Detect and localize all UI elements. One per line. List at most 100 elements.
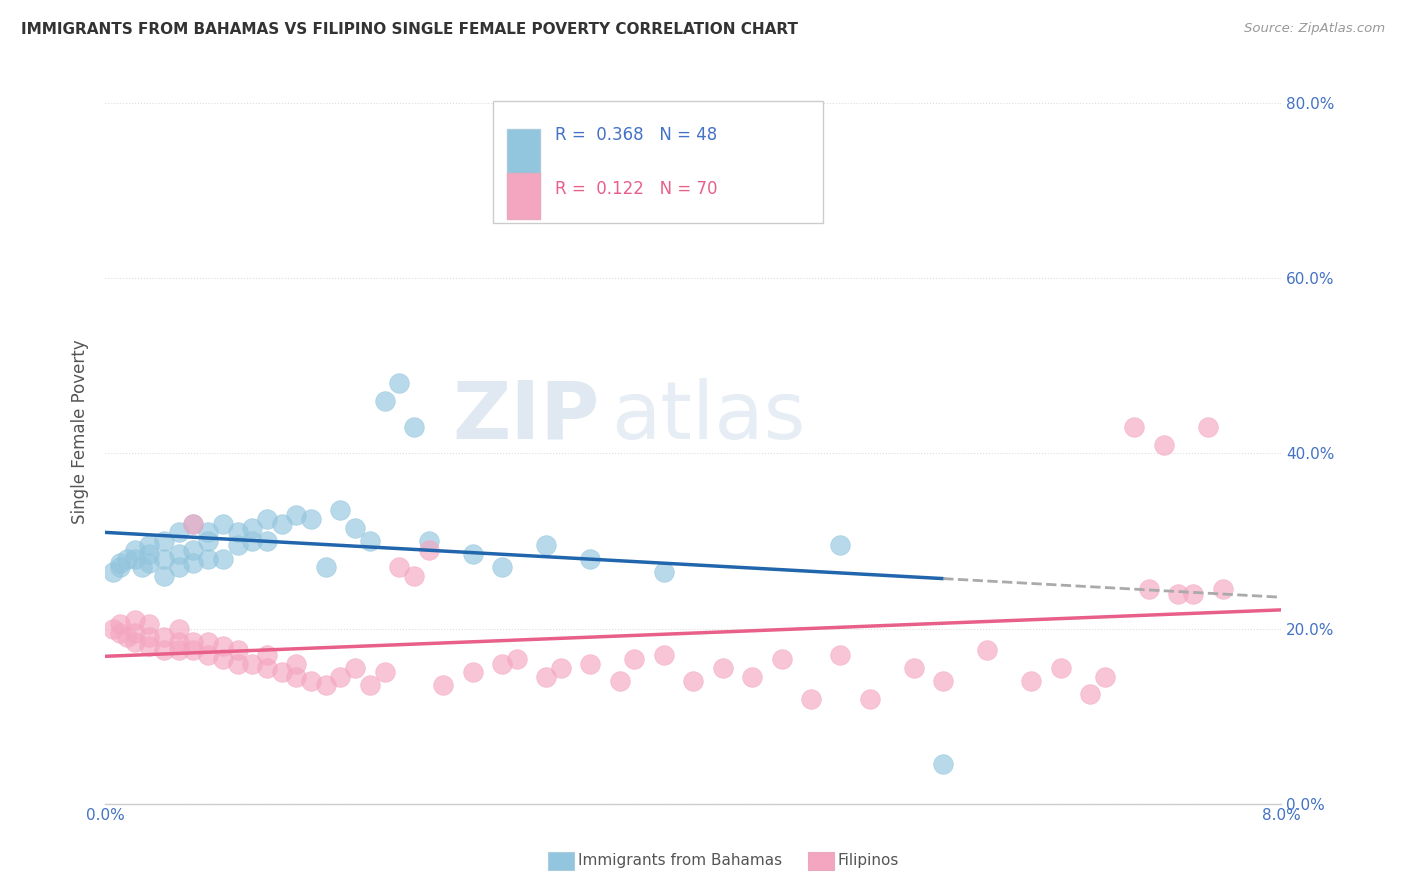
Point <box>167 547 190 561</box>
Point <box>491 560 513 574</box>
Point <box>153 643 176 657</box>
Point <box>461 665 484 680</box>
Point <box>1021 674 1043 689</box>
FancyBboxPatch shape <box>494 101 823 223</box>
Point <box>1182 586 1205 600</box>
Point <box>315 678 337 692</box>
Point <box>388 376 411 391</box>
Point <box>197 525 219 540</box>
Point <box>329 670 352 684</box>
Point <box>359 534 381 549</box>
Point <box>124 613 146 627</box>
Point <box>770 652 793 666</box>
Point <box>183 634 205 648</box>
FancyBboxPatch shape <box>508 129 540 175</box>
Point <box>579 657 602 671</box>
Point <box>859 691 882 706</box>
Point <box>1212 582 1234 597</box>
Point <box>830 648 852 662</box>
Point <box>270 665 292 680</box>
Text: R =  0.368   N = 48: R = 0.368 N = 48 <box>554 126 717 144</box>
Point <box>138 617 160 632</box>
Point <box>197 634 219 648</box>
Point <box>374 394 396 409</box>
Point <box>299 674 322 689</box>
FancyBboxPatch shape <box>508 173 540 219</box>
Point <box>830 538 852 552</box>
Point <box>536 670 558 684</box>
Point <box>418 542 440 557</box>
Point <box>124 551 146 566</box>
Point <box>197 534 219 549</box>
Point <box>1167 586 1189 600</box>
Point <box>108 560 131 574</box>
Point <box>682 674 704 689</box>
Point <box>108 626 131 640</box>
Point <box>652 565 675 579</box>
Point <box>117 551 139 566</box>
Point <box>167 560 190 574</box>
Point <box>932 757 955 772</box>
Point <box>108 556 131 570</box>
Point <box>418 534 440 549</box>
Point <box>609 674 631 689</box>
Point <box>388 560 411 574</box>
Point <box>226 538 249 552</box>
Point <box>800 691 823 706</box>
Point <box>374 665 396 680</box>
Point <box>138 639 160 653</box>
Point <box>344 661 367 675</box>
Point <box>1123 420 1146 434</box>
Point <box>506 652 529 666</box>
Point <box>976 643 998 657</box>
Point <box>138 538 160 552</box>
Point <box>101 565 124 579</box>
Text: Immigrants from Bahamas: Immigrants from Bahamas <box>578 854 782 868</box>
Point <box>183 643 205 657</box>
Text: ZIP: ZIP <box>451 377 599 456</box>
Text: Filipinos: Filipinos <box>838 854 900 868</box>
Point <box>108 617 131 632</box>
Point <box>536 538 558 552</box>
Point <box>124 626 146 640</box>
Point <box>285 657 308 671</box>
Point <box>344 521 367 535</box>
Point <box>491 657 513 671</box>
Point <box>153 551 176 566</box>
Point <box>138 547 160 561</box>
Point <box>138 556 160 570</box>
Point <box>579 551 602 566</box>
Point <box>315 560 337 574</box>
Text: R =  0.122   N = 70: R = 0.122 N = 70 <box>554 180 717 198</box>
Point <box>1094 670 1116 684</box>
Point <box>211 551 233 566</box>
Point <box>153 534 176 549</box>
Point <box>167 634 190 648</box>
Point <box>131 560 153 574</box>
Point <box>329 503 352 517</box>
Point <box>1153 438 1175 452</box>
Y-axis label: Single Female Poverty: Single Female Poverty <box>72 339 89 524</box>
Point <box>270 516 292 531</box>
Point <box>167 643 190 657</box>
Point <box>183 516 205 531</box>
Text: atlas: atlas <box>612 377 806 456</box>
Text: Source: ZipAtlas.com: Source: ZipAtlas.com <box>1244 22 1385 36</box>
Point <box>402 420 425 434</box>
Point <box>226 643 249 657</box>
Point <box>652 648 675 662</box>
Point <box>1078 687 1101 701</box>
Point <box>183 556 205 570</box>
Point <box>211 516 233 531</box>
Point <box>183 542 205 557</box>
Point <box>240 521 263 535</box>
Point <box>256 648 278 662</box>
Point <box>153 569 176 583</box>
Point <box>138 630 160 644</box>
Point <box>1197 420 1219 434</box>
Point <box>124 542 146 557</box>
Point <box>550 661 572 675</box>
Point <box>256 661 278 675</box>
Point <box>167 622 190 636</box>
Point <box>932 674 955 689</box>
